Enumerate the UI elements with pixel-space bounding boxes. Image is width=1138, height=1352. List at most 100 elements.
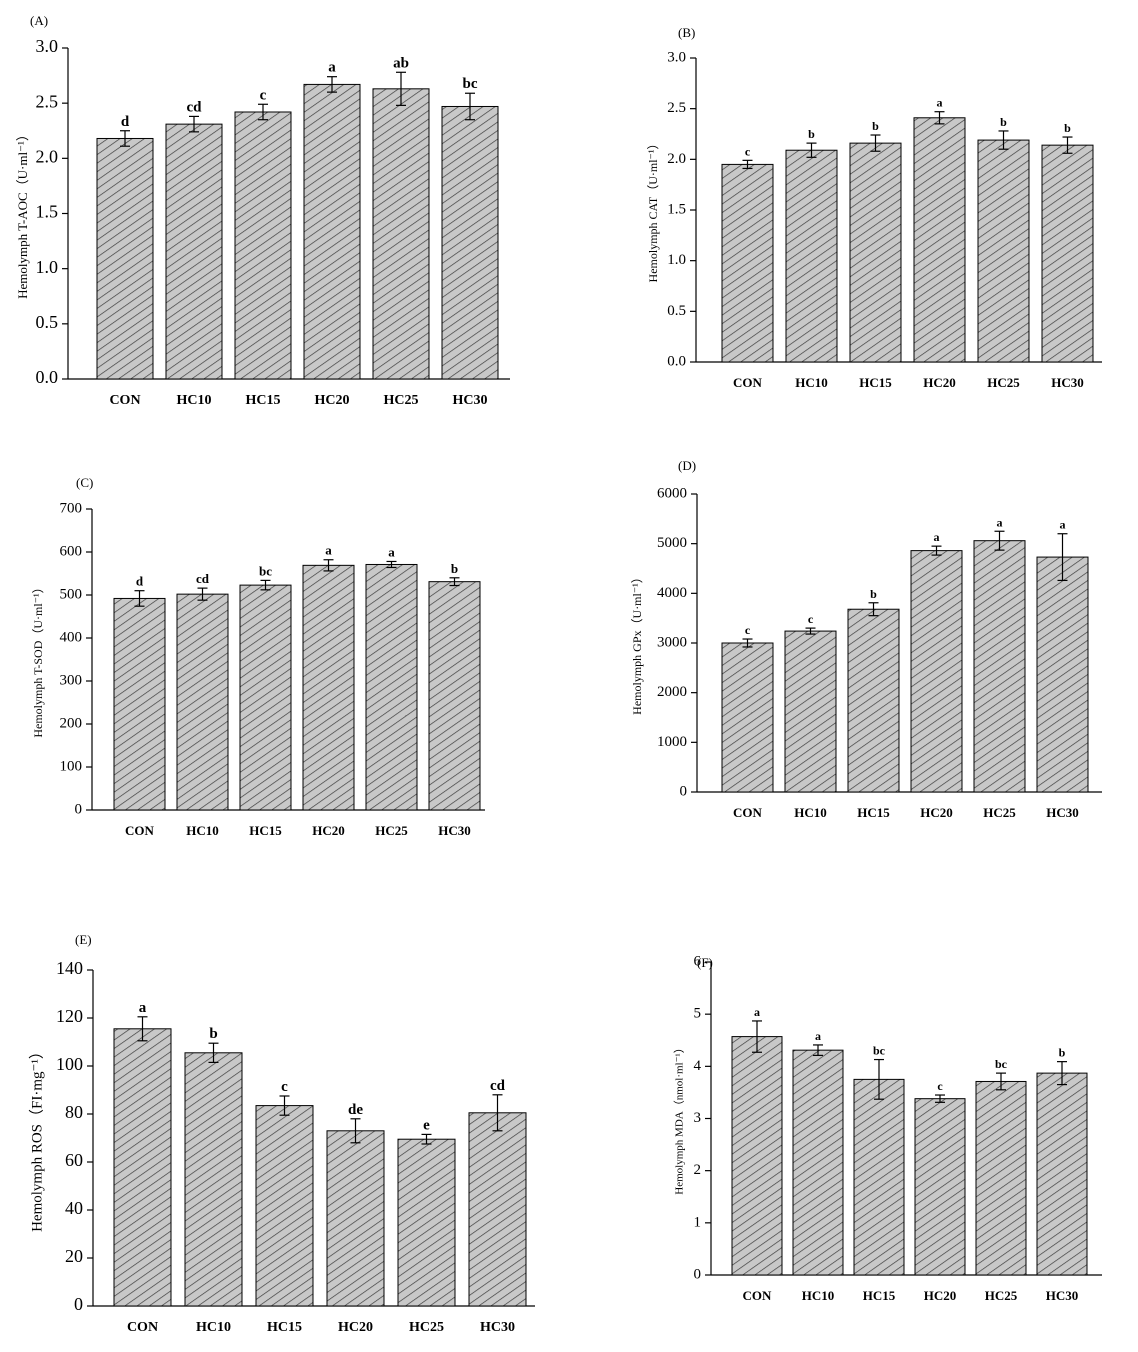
y-tick-label: 1.0	[667, 252, 686, 268]
significance-letter: b	[209, 1026, 217, 1042]
bar	[914, 1098, 966, 1276]
y-tick-label: 2.5	[36, 91, 59, 111]
bar	[184, 1052, 243, 1307]
x-tick-label: CON	[109, 393, 140, 408]
y-tick-label: 1.0	[36, 257, 59, 277]
y-tick-label: 2000	[657, 684, 687, 700]
significance-letter: bc	[463, 76, 478, 92]
x-tick-label: HC20	[924, 1288, 957, 1303]
significance-letter: c	[745, 144, 751, 158]
significance-letter: c	[745, 623, 751, 637]
y-tick-label: 4	[694, 1058, 702, 1074]
significance-letter: de	[348, 1102, 363, 1118]
y-tick-label: 0	[74, 1294, 83, 1314]
bar	[731, 1036, 783, 1276]
panel-label: (A)	[30, 13, 48, 28]
bar	[113, 597, 166, 811]
bar	[303, 83, 361, 380]
bar	[234, 111, 292, 380]
y-tick-label: 0.5	[36, 312, 59, 332]
y-tick-label: 60	[65, 1150, 83, 1170]
x-tick-label: HC20	[338, 1320, 373, 1335]
x-tick-label: HC10	[196, 1320, 231, 1335]
panel-label: (F)	[697, 955, 713, 970]
bar	[853, 1078, 905, 1276]
y-tick-label: 1	[694, 1214, 702, 1230]
x-tick-label: HC15	[859, 375, 892, 390]
y-tick-label: 0.5	[667, 303, 686, 319]
significance-letter: c	[937, 1079, 943, 1093]
x-tick-label: HC25	[985, 1288, 1018, 1303]
significance-letter: a	[937, 96, 943, 110]
significance-letter: c	[260, 87, 267, 103]
significance-letter: bc	[995, 1057, 1008, 1071]
x-tick-label: HC15	[249, 823, 282, 838]
y-tick-label: 2.0	[36, 146, 59, 166]
bar	[721, 163, 774, 363]
significance-letter: e	[423, 1117, 430, 1133]
x-tick-label: HC30	[1046, 805, 1079, 820]
x-tick-label: HC30	[453, 393, 488, 408]
y-axis-label: Hemolymph T-AOC（U·ml⁻¹）	[15, 128, 30, 299]
y-axis-label: Hemolymph ROS（FI·mg⁻¹）	[28, 1044, 45, 1232]
significance-letter: b	[1059, 1046, 1066, 1060]
chart-panel: (C) Hemolymph T-SOD（U·ml⁻¹） 0 100 200 300 400 5…	[31, 475, 485, 838]
x-tick-label: CON	[733, 375, 763, 390]
significance-letter: b	[1000, 115, 1007, 129]
bar	[785, 149, 838, 363]
y-tick-label: 2.0	[667, 151, 686, 167]
y-tick-label: 1.5	[36, 202, 59, 222]
panel-label: (D)	[678, 458, 696, 473]
chart-panel: (B) Hemolymph CAT（U·ml⁻¹） 0.0 0.5 1.0 1.5 2.0 2…	[646, 25, 1102, 390]
bar	[1036, 1072, 1088, 1276]
y-axis-label: Hemolymph T-SOD（U·ml⁻¹）	[31, 581, 45, 737]
y-axis-label: Hemolymph CAT（U·ml⁻¹）	[646, 138, 660, 283]
significance-letter: a	[754, 1005, 760, 1019]
x-tick-label: HC20	[920, 805, 953, 820]
significance-letter: d	[121, 114, 130, 130]
bar	[239, 584, 292, 811]
chart-panel: (A) Hemolymph T-AOC（U·ml⁻¹） 0.0 0.5 1.0 1.5 2.…	[15, 13, 510, 408]
x-tick-label: HC15	[246, 393, 281, 408]
x-tick-label: HC20	[312, 823, 345, 838]
y-tick-label: 120	[56, 1006, 83, 1026]
bar	[913, 117, 966, 363]
bar	[973, 540, 1026, 793]
bar	[176, 593, 229, 811]
y-tick-label: 0	[75, 801, 83, 817]
y-tick-label: 0	[694, 1266, 702, 1282]
significance-letter: d	[136, 574, 144, 589]
y-axis-label: Hemolymph MDA（nmol·ml⁻¹）	[673, 1042, 686, 1194]
significance-letter: b	[870, 587, 877, 601]
x-tick-label: HC25	[409, 1320, 444, 1335]
x-tick-label: HC10	[802, 1288, 835, 1303]
chart-panel: (E) Hemolymph ROS（FI·mg⁻¹） 0 20 40 60 80 100 120…	[28, 932, 535, 1335]
x-tick-label: HC25	[384, 393, 419, 408]
x-tick-label: HC30	[480, 1320, 515, 1335]
bar	[326, 1130, 385, 1307]
y-tick-label: 100	[60, 758, 83, 774]
x-tick-label: CON	[125, 823, 155, 838]
bar	[910, 550, 963, 793]
x-tick-label: HC15	[863, 1288, 896, 1303]
significance-letter: a	[997, 515, 1003, 529]
significance-letter: bc	[873, 1044, 886, 1058]
panel-label: (C)	[76, 475, 93, 490]
y-tick-label: 3.0	[667, 49, 686, 65]
y-tick-label: 700	[60, 500, 83, 516]
significance-letter: c	[281, 1079, 288, 1095]
y-tick-label: 140	[56, 958, 83, 978]
bar	[792, 1049, 844, 1276]
x-tick-label: HC25	[987, 375, 1020, 390]
y-tick-label: 6	[694, 953, 702, 969]
x-tick-label: HC10	[186, 823, 219, 838]
bar	[165, 123, 223, 380]
bar	[113, 1028, 172, 1307]
bar	[428, 581, 481, 811]
significance-letter: b	[808, 127, 815, 141]
y-tick-label: 300	[60, 672, 83, 688]
significance-letter: cd	[490, 1078, 506, 1094]
bar	[365, 563, 418, 811]
y-tick-label: 4000	[657, 585, 687, 601]
panel-label: (E)	[75, 932, 92, 947]
